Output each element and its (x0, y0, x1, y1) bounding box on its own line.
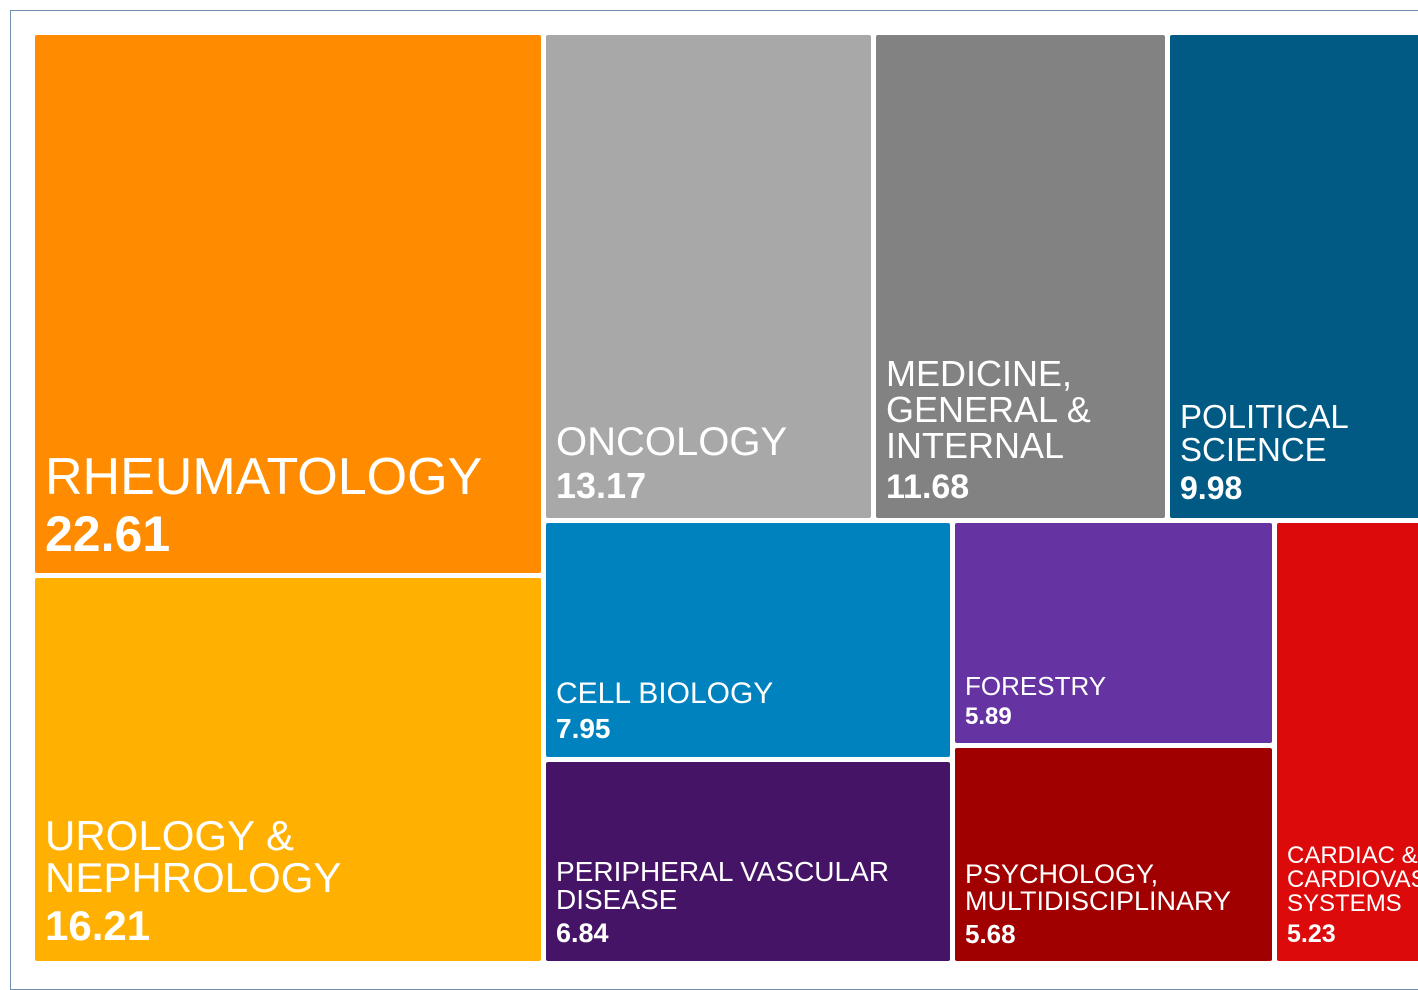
category-label: POLITICAL SCIENCE (1180, 398, 1348, 468)
category-label: MEDICINE, GENERAL & INTERNAL (886, 353, 1091, 466)
value-label: 9.98 (1180, 470, 1243, 506)
value-label: 7.95 (556, 713, 611, 744)
value-label: 11.68 (886, 468, 970, 506)
tile-label: FORESTRY 5.89 (965, 673, 1255, 729)
tile-label: CARDIAC & CARDIOVASCULAR SYSTEMS 5.23 (1287, 844, 1418, 947)
category-label: CELL BIOLOGY (556, 677, 774, 710)
tile-label: ONCOLOGY 13.17 (556, 422, 856, 504)
tile-label: PERIPHERAL VASCULAR DISEASE 6.84 (556, 858, 926, 947)
tile-label: POLITICAL SCIENCE 9.98 (1180, 400, 1380, 504)
tile: RHEUMATOLOGY 22.61 (35, 35, 541, 573)
category-label: RHEUMATOLOGY (45, 448, 483, 506)
category-label: ONCOLOGY (556, 420, 788, 464)
category-label: FORESTRY (965, 671, 1107, 701)
tile-label: PSYCHOLOGY, MULTIDISCIPLINARY 5.68 (965, 859, 1255, 949)
tile-label: RHEUMATOLOGY 22.61 (45, 451, 525, 559)
value-label: 13.17 (556, 465, 647, 506)
value-label: 22.61 (45, 506, 171, 562)
tile: MEDICINE, GENERAL & INTERNAL 11.68 (876, 35, 1165, 518)
value-label: 5.68 (965, 919, 1016, 949)
tile: FORESTRY 5.89 (955, 523, 1272, 743)
tile: ONCOLOGY 13.17 (546, 35, 871, 518)
category-label: CARDIAC & CARDIOVASCULAR SYSTEMS (1287, 842, 1418, 917)
category-label: UROLOGY & NEPHROLOGY (45, 812, 342, 901)
value-label: 5.23 (1287, 920, 1336, 948)
tile-label: CELL BIOLOGY 7.95 (556, 679, 936, 743)
value-label: 16.21 (45, 902, 151, 949)
value-label: 5.89 (965, 703, 1012, 730)
tile: UROLOGY & NEPHROLOGY 16.21 (35, 578, 541, 961)
tile-label: MEDICINE, GENERAL & INTERNAL 11.68 (886, 353, 1111, 506)
tile-label: UROLOGY & NEPHROLOGY 16.21 (45, 815, 375, 947)
tile: PSYCHOLOGY, MULTIDISCIPLINARY 5.68 (955, 748, 1272, 961)
value-label: 6.84 (556, 918, 609, 948)
tile: POLITICAL SCIENCE 9.98 (1170, 35, 1418, 518)
tile: CELL BIOLOGY 7.95 (546, 523, 950, 757)
category-label: PSYCHOLOGY, MULTIDISCIPLINARY (965, 859, 1232, 916)
category-label: PERIPHERAL VASCULAR DISEASE (556, 856, 889, 915)
tile: PERIPHERAL VASCULAR DISEASE 6.84 (546, 762, 950, 961)
tile: CARDIAC & CARDIOVASCULAR SYSTEMS 5.23 (1277, 523, 1418, 961)
